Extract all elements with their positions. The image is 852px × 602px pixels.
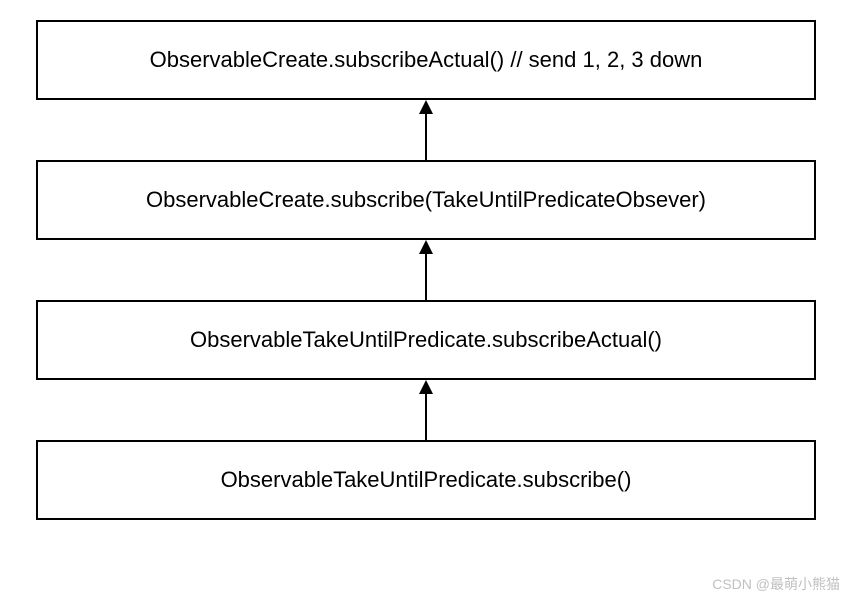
flowchart-node: ObservableTakeUntilPredicate.subscribe() <box>36 440 816 520</box>
flowchart-diagram: ObservableCreate.subscribeActual() // se… <box>30 20 822 520</box>
watermark-text: CSDN @最萌小熊猫 <box>712 574 840 594</box>
flowchart-node: ObservableTakeUntilPredicate.subscribeAc… <box>36 300 816 380</box>
node-label: ObservableCreate.subscribeActual() // se… <box>150 47 703 73</box>
node-label: ObservableCreate.subscribe(TakeUntilPred… <box>146 187 706 213</box>
arrow-up <box>425 380 427 440</box>
arrow-up <box>425 100 427 160</box>
flowchart-node: ObservableCreate.subscribeActual() // se… <box>36 20 816 100</box>
node-label: ObservableTakeUntilPredicate.subscribeAc… <box>190 327 662 353</box>
node-label: ObservableTakeUntilPredicate.subscribe() <box>221 467 632 493</box>
arrow-up <box>425 240 427 300</box>
flowchart-node: ObservableCreate.subscribe(TakeUntilPred… <box>36 160 816 240</box>
